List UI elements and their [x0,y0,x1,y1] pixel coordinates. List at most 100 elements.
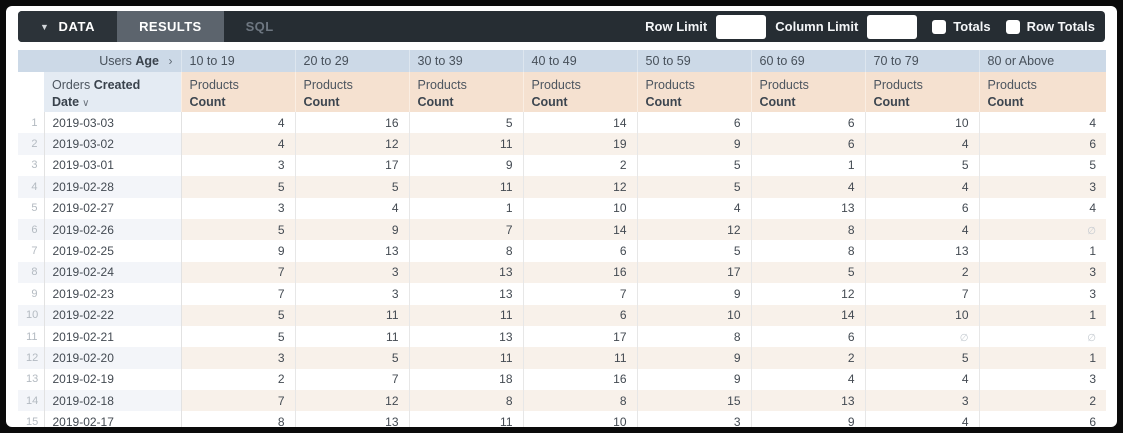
value-cell[interactable]: 12 [751,283,866,305]
value-cell[interactable]: 6 [751,133,866,155]
value-cell[interactable]: 7 [181,283,296,305]
value-cell[interactable]: 12 [637,218,752,241]
value-cell[interactable]: 1 [1089,244,1096,259]
value-cell[interactable]: 13 [751,390,866,412]
value-cell[interactable]: 11 [295,325,410,348]
value-cell[interactable]: 5 [637,176,752,198]
value-cell[interactable]: 17 [295,154,410,177]
value-cell[interactable]: 14 [523,218,638,241]
value-cell[interactable]: 13 [865,240,980,262]
value-cell[interactable]: 4 [865,411,980,427]
value-cell[interactable]: 4 [865,133,980,155]
value-cell[interactable]: 6 [523,240,638,262]
value-cell[interactable]: 8 [523,390,638,412]
pivot-value-header[interactable]: 40 to 49 [522,50,637,72]
measure-header[interactable]: Products Count [522,72,637,112]
value-cell[interactable]: 4 [181,112,296,134]
value-cell[interactable]: 10 [523,197,638,219]
value-cell[interactable]: ∅ [979,218,1106,241]
value-cell[interactable]: 8 [181,411,296,427]
tab-sql[interactable]: SQL [224,11,296,42]
value-cell[interactable]: 3 [1089,286,1096,301]
measure-header[interactable]: Products Count [750,72,865,112]
value-cell[interactable]: 5 [865,347,980,369]
value-cell[interactable]: 11 [523,347,638,369]
value-cell[interactable]: 3 [637,411,752,427]
value-cell[interactable]: 9 [637,283,752,305]
date-cell[interactable]: 2019-02-20 [44,347,182,369]
pivot-value-header[interactable]: 30 to 39 [408,50,523,72]
value-cell[interactable]: 16 [295,112,410,134]
value-cell[interactable]: 6 [523,304,638,326]
value-cell[interactable]: 12 [523,176,638,198]
value-cell[interactable]: 5 [751,261,866,284]
value-cell[interactable]: 14 [523,112,638,134]
value-cell[interactable]: 10 [865,304,980,326]
value-cell[interactable]: 18 [409,368,524,391]
value-cell[interactable]: 2 [979,390,1106,412]
date-cell[interactable]: 2019-02-21 [44,325,182,348]
value-cell[interactable]: 5 [181,325,296,348]
pivot-value-header[interactable]: 60 to 69 [750,50,865,72]
date-cell[interactable]: 2019-02-18 [44,390,182,412]
value-cell[interactable]: 3 [865,390,980,412]
value-cell[interactable]: 7 [181,390,296,412]
value-cell[interactable]: 11 [409,176,524,198]
value-cell[interactable]: 8 [751,240,866,262]
value-cell[interactable]: 8 [751,218,866,241]
date-cell[interactable]: 2019-02-19 [44,368,182,391]
value-cell[interactable]: 13 [409,325,524,348]
value-cell[interactable]: 4 [865,368,980,391]
value-cell[interactable]: 13 [295,240,410,262]
value-cell[interactable]: 3 [295,283,410,305]
date-cell[interactable]: 2019-02-27 [44,197,182,219]
value-cell[interactable]: 3 [979,261,1106,284]
value-cell[interactable]: 13 [409,283,524,305]
value-cell[interactable]: 5 [865,154,980,177]
pivot-value-header[interactable]: 70 to 79 [864,50,979,72]
date-cell[interactable]: 2019-03-03 [44,112,182,134]
value-cell[interactable]: 4 [751,368,866,391]
value-cell[interactable]: 9 [181,240,296,262]
value-cell[interactable]: 3 [181,154,296,177]
measure-header[interactable]: Products Count [294,72,409,112]
value-cell[interactable]: 12 [295,133,410,155]
value-cell[interactable]: 1 [409,197,524,219]
value-cell[interactable]: 12 [295,390,410,412]
row-limit-input[interactable] [716,14,767,39]
value-cell[interactable]: 7 [409,218,524,241]
value-cell[interactable]: 9 [295,218,410,241]
date-cell[interactable]: 2019-02-26 [44,218,182,241]
value-cell[interactable]: 3 [181,347,296,369]
value-cell[interactable]: 19 [523,133,638,155]
pivot-value-header[interactable]: 20 to 29 [294,50,409,72]
value-cell[interactable]: 2 [181,368,296,391]
value-cell[interactable]: 6 [865,197,980,219]
value-cell[interactable]: 9 [637,133,752,155]
date-cell[interactable]: 2019-03-02 [44,133,182,155]
date-cell[interactable]: 2019-02-23 [44,283,182,305]
date-cell[interactable]: 2019-02-28 [44,176,182,198]
pivot-value-header[interactable]: 50 to 59 [636,50,751,72]
value-cell[interactable]: 9 [637,347,752,369]
value-cell[interactable]: 3 [295,261,410,284]
value-cell[interactable]: 14 [751,304,866,326]
value-cell[interactable]: 10 [865,112,980,134]
value-cell[interactable]: 4 [1089,201,1096,216]
totals-checkbox[interactable] [932,19,947,34]
pivot-dimension-header[interactable]: Users Age › [18,50,181,72]
measure-header[interactable]: Products Count [408,72,523,112]
value-cell[interactable]: 16 [523,261,638,284]
value-cell[interactable]: 4 [295,197,410,219]
value-cell[interactable]: 8 [637,325,752,348]
value-cell[interactable]: 1 [979,347,1106,369]
value-cell[interactable]: 4 [865,218,980,241]
value-cell[interactable]: 4 [637,197,752,219]
value-cell[interactable]: 6 [637,112,752,134]
value-cell[interactable]: 13 [751,197,866,219]
value-cell[interactable]: 10 [523,411,638,427]
value-cell[interactable]: 7 [523,283,638,305]
value-cell[interactable]: 15 [637,390,752,412]
value-cell[interactable]: 3 [181,197,296,219]
row-dimension-header[interactable]: Orders Created Date ∨ [44,72,181,112]
